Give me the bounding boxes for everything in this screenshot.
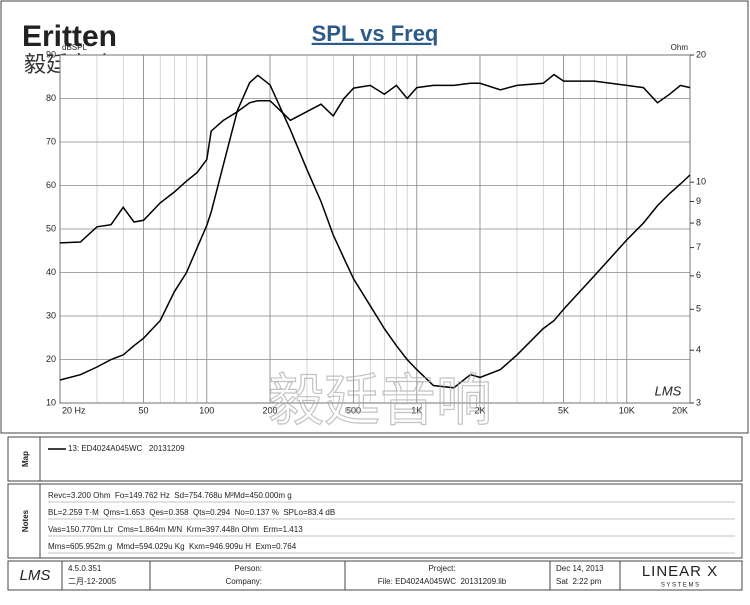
y-tick-label: 40	[46, 267, 56, 277]
date: Dec 14, 2013	[556, 564, 604, 573]
x-tick-label: 10K	[619, 405, 635, 415]
project: Project:	[428, 564, 455, 573]
y2-tick-label: 10	[696, 177, 706, 187]
note-line: BL=2.259 T·M Qms=1.653 Qes=0.358 Qts=0.2…	[48, 508, 335, 517]
x-tick-label: 2K	[474, 405, 485, 415]
logo: Eritten	[22, 20, 117, 53]
y-axis-label: dBSPL	[62, 43, 87, 52]
note-line: Revc=3.200 Ohm Fo=149.762 Hz Sd=754.768u…	[48, 491, 292, 500]
plot-mark: LMS	[655, 383, 682, 398]
y2-tick-label: 20	[696, 49, 706, 59]
x-tick-label: 100	[199, 405, 214, 415]
y2-axis-label: Ohm	[671, 43, 689, 52]
y2-tick-label: 8	[696, 217, 701, 227]
y2-tick-label: 4	[696, 345, 701, 355]
note-line: Mms=605.952m g Mmd=594.029u Kg Kxm=946.9…	[48, 542, 297, 551]
series-line	[59, 74, 691, 389]
x-tick-label: 20K	[672, 405, 688, 415]
y-tick-label: 20	[46, 354, 56, 364]
y-tick-label: 90	[46, 49, 56, 59]
y-tick-label: 30	[46, 310, 56, 320]
plot: 20 Hz 50 100 200 500 1K 2K 5K 10K 20K 10 20 30 40 50 60…	[46, 49, 706, 415]
map-label: Map	[21, 451, 30, 467]
notes-panel	[7, 483, 743, 559]
brand: LINEAR X	[642, 563, 718, 580]
file: File: ED4024A045WC 20131209.lib	[378, 577, 507, 586]
person: Person:	[234, 564, 262, 573]
notes-label: Notes	[21, 509, 30, 532]
legend-entry: 13: ED4024A045WC 20131209	[68, 444, 185, 453]
chart-title: SPL vs Freq	[312, 21, 439, 46]
y2-tick-label: 7	[696, 242, 701, 252]
notes: Revc=3.200 Ohm Fo=149.762 Hz Sd=754.768u…	[48, 491, 735, 554]
company: Company:	[226, 577, 262, 586]
version: 4.5.0.351	[68, 564, 102, 573]
footer	[7, 560, 743, 591]
y-tick-label: 80	[46, 93, 56, 103]
x-tick-label: 20 Hz	[62, 405, 86, 415]
x-tick-label: 200	[262, 405, 277, 415]
chart-frame	[0, 0, 749, 434]
note-line: Vas=150.770m Ltr Cms=1.864m M/N Krm=397.…	[48, 525, 303, 534]
brand-sub: S Y S T E M S	[661, 583, 699, 589]
y-tick-label: 60	[46, 180, 56, 190]
footer-lms: LMS	[20, 567, 51, 584]
y2-tick-label: 3	[696, 397, 701, 407]
series-line	[59, 73, 691, 244]
build-date: 二月-12-2005	[68, 577, 117, 586]
watermark: 毅廷音响	[268, 369, 492, 432]
y-tick-label: 70	[46, 136, 56, 146]
y2-tick-label: 6	[696, 270, 701, 280]
y2-tick-label: 5	[696, 304, 701, 314]
x-tick-label: 50	[139, 405, 149, 415]
y-tick-label: 50	[46, 223, 56, 233]
x-tick-label: 1K	[411, 405, 422, 415]
time: Sat 2:22 pm	[556, 577, 602, 586]
y-tick-label: 10	[46, 397, 56, 407]
y2-tick-label: 9	[696, 196, 701, 206]
map-panel	[7, 436, 743, 482]
x-tick-label: 5K	[558, 405, 569, 415]
x-tick-label: 500	[346, 405, 361, 415]
